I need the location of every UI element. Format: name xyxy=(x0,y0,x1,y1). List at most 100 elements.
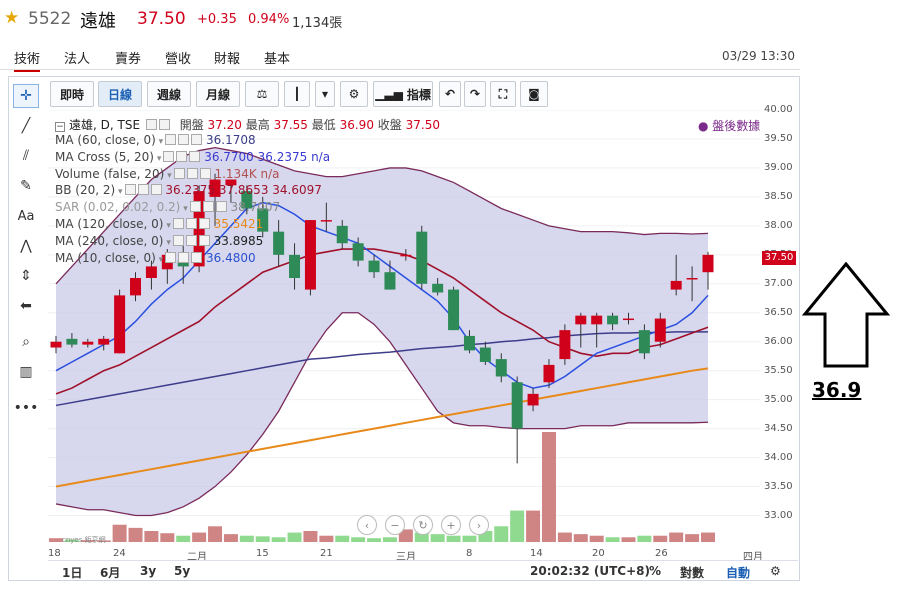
legend-settings-icon[interactable] xyxy=(185,218,197,229)
scroll-right-icon[interactable]: › xyxy=(469,515,489,535)
zoom-out-icon[interactable]: − xyxy=(385,515,405,535)
legend-row: MA (240, close, 0) ▾ 33.8985 xyxy=(55,234,263,248)
legend-settings-icon[interactable] xyxy=(185,234,197,246)
legend-settings-icon[interactable] xyxy=(137,184,149,196)
legend-settings-icon[interactable] xyxy=(165,251,177,263)
tab-revenue[interactable]: 營收 xyxy=(165,52,192,67)
legend-dropdown-icon[interactable]: ▾ xyxy=(180,204,188,215)
pitchfork-icon[interactable]: ⫽ xyxy=(22,148,30,164)
legend-settings-icon[interactable] xyxy=(189,150,201,162)
legend-settings-icon[interactable] xyxy=(189,201,201,213)
undo-icon[interactable]: ↶ xyxy=(439,81,461,107)
legend-settings-icon[interactable] xyxy=(199,167,211,179)
volume-bar xyxy=(430,534,445,542)
trendline-icon[interactable]: ╱ xyxy=(21,118,31,134)
settings-icon[interactable] xyxy=(145,119,157,130)
legend-dropdown-icon[interactable]: ▾ xyxy=(164,170,172,181)
tab-basic[interactable]: 基本 xyxy=(264,52,291,67)
legend-dropdown-icon[interactable]: ▾ xyxy=(153,153,162,164)
legend-settings-icon[interactable] xyxy=(150,184,162,196)
legend-settings-icon[interactable] xyxy=(173,167,185,179)
legend-settings-icon[interactable] xyxy=(165,134,177,145)
legend-dropdown-icon[interactable]: ▾ xyxy=(163,221,171,231)
range-1d-button[interactable]: 1日 xyxy=(62,566,83,580)
legend-settings-icon[interactable] xyxy=(202,201,214,213)
volume-bar xyxy=(144,531,159,542)
open-value: 37.20 xyxy=(207,118,242,132)
indicators-icon: ▁▃▅ xyxy=(375,87,403,101)
period-daily-button[interactable]: 日線 xyxy=(98,81,142,107)
star-icon[interactable]: ★ xyxy=(4,8,20,28)
pattern-icon[interactable]: ⋀ xyxy=(20,238,32,254)
legend-settings-icon[interactable] xyxy=(124,184,136,196)
period-realtime-button[interactable]: 即時 xyxy=(50,81,94,107)
clock-readout: 20:02:32 (UTC+8) xyxy=(530,564,650,578)
period-monthly-button[interactable]: 月線 xyxy=(196,81,240,107)
indicators-button[interactable]: ▁▃▅ 指標 xyxy=(373,81,433,107)
legend-value: 35.5421 xyxy=(209,217,264,231)
measure-icon[interactable]: ⇕ xyxy=(20,268,32,284)
reset-icon[interactable]: ↻ xyxy=(413,515,433,535)
legend-settings-icon[interactable] xyxy=(176,150,188,162)
collapse-icon[interactable]: − xyxy=(55,122,65,132)
log-scale-button[interactable]: 對數 xyxy=(680,566,705,580)
legend-dropdown-icon[interactable]: ▾ xyxy=(155,254,164,265)
legend-dropdown-icon[interactable]: ▾ xyxy=(155,137,164,147)
candle-body xyxy=(320,220,332,222)
tab-financials[interactable]: 財報 xyxy=(214,52,241,67)
range-5y-button[interactable]: 5y xyxy=(174,564,191,578)
legend-settings-icon[interactable] xyxy=(172,218,184,229)
tab-margin[interactable]: 賣券 xyxy=(115,52,142,67)
legend-settings-icon[interactable] xyxy=(198,218,210,229)
settings-icon[interactable] xyxy=(158,119,170,130)
compare-scale-icon[interactable]: ⚖ xyxy=(245,81,279,107)
legend-label: MA (240, close, 0) xyxy=(55,233,164,248)
candle-body xyxy=(400,254,412,257)
legend-settings-icon[interactable] xyxy=(198,234,210,246)
symbol-label: 遠雄, D, TSE xyxy=(69,118,141,132)
legend-settings-icon[interactable] xyxy=(191,251,203,263)
zoom-in-icon[interactable]: + xyxy=(441,515,461,535)
camera-icon[interactable]: ◙ xyxy=(520,81,548,107)
tab-institutional[interactable]: 法人 xyxy=(64,52,91,67)
text-tool-icon[interactable]: Aa xyxy=(17,208,35,224)
price-chart[interactable]: cnyes 鉅亨網 xyxy=(48,110,760,545)
range-3y-button[interactable]: 3y xyxy=(140,564,157,578)
volume-bar xyxy=(287,532,302,542)
legend-settings-icon[interactable] xyxy=(215,201,227,213)
legend-settings-icon[interactable] xyxy=(178,251,190,263)
ruler-icon[interactable]: ▥ xyxy=(19,364,33,380)
legend-label: MA (60, close, 0) xyxy=(55,133,156,147)
fullscreen-icon[interactable]: ⛶ xyxy=(490,81,516,107)
legend-settings-icon[interactable] xyxy=(178,134,190,145)
legend-settings-icon[interactable] xyxy=(191,134,203,145)
legend-settings-icon[interactable] xyxy=(172,234,184,246)
volume-bar xyxy=(64,539,79,542)
auto-scale-button[interactable]: 自動 xyxy=(726,566,751,580)
settings-gear-icon[interactable]: ⚙ xyxy=(340,81,368,107)
chart-type-dropdown-icon[interactable]: ▾ xyxy=(315,81,335,107)
crosshair-icon[interactable]: ✛ xyxy=(13,84,39,108)
candlestick-icon[interactable]: ┃ xyxy=(284,81,310,107)
zoom-icon[interactable]: ⌕ xyxy=(22,334,30,350)
arrow-left-icon[interactable]: ⬅ xyxy=(20,298,32,314)
candle-body xyxy=(114,295,126,354)
brush-icon[interactable]: ✎ xyxy=(20,178,32,194)
range-6m-button[interactable]: 6月 xyxy=(100,566,121,580)
legend-dropdown-icon[interactable]: ▾ xyxy=(163,237,171,248)
scroll-left-icon[interactable]: ‹ xyxy=(357,515,377,535)
period-weekly-button[interactable]: 週線 xyxy=(147,81,191,107)
candle-body xyxy=(607,315,619,325)
legend-settings-icon[interactable] xyxy=(186,167,198,179)
settings-gear-icon[interactable]: ⚙ xyxy=(770,564,781,578)
percent-scale-button[interactable]: % xyxy=(649,564,662,578)
redo-icon[interactable]: ↷ xyxy=(464,81,486,107)
legend-settings-icon[interactable] xyxy=(163,150,175,162)
tab-technical[interactable]: 技術 xyxy=(14,48,41,72)
bb-lower-line xyxy=(55,312,709,517)
volume-bar xyxy=(494,526,509,542)
legend-dropdown-icon[interactable]: ▾ xyxy=(115,187,123,198)
more-icon[interactable]: ••• xyxy=(13,400,39,416)
legend-value: 36.2375 37.8653 34.6097 xyxy=(161,183,322,198)
close-label: 收盤 xyxy=(377,118,402,132)
